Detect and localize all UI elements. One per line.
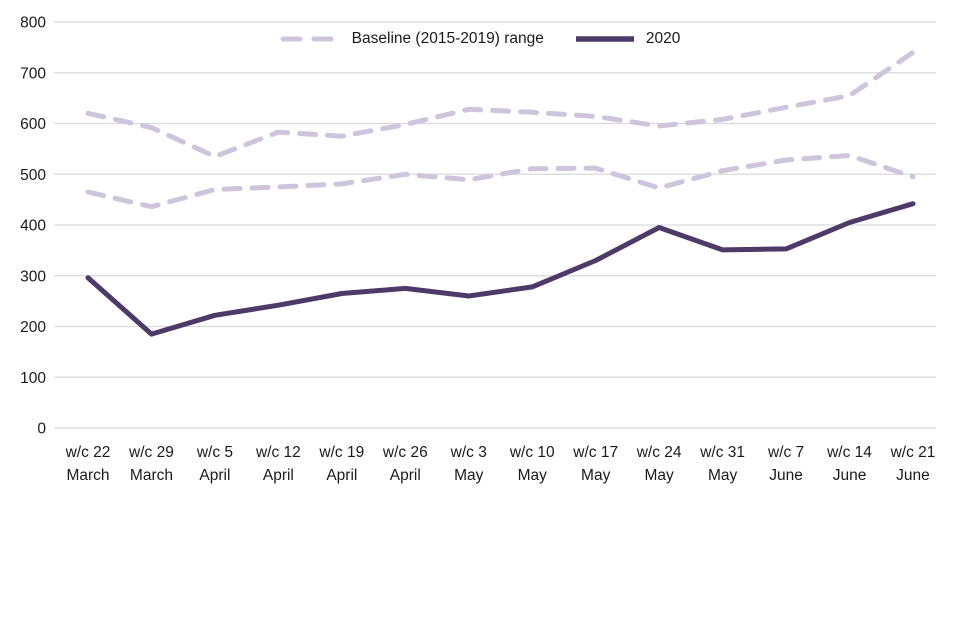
series-line-baseline-upper [85,49,916,159]
x-tick-label-11-line1: w/c 31 [699,444,745,461]
x-tick-label-8-line2: May [518,467,548,484]
x-tick-label-7-line1: w/c 3 [450,444,487,461]
x-tick-label-3-line1: w/c 5 [196,444,233,461]
x-tick-label-13-line1: w/c 14 [826,444,872,461]
x-tick-label-2-line1: w/c 29 [128,444,174,461]
x-tick-label-9-line1: w/c 17 [572,444,618,461]
x-tick-label-14-line2: June [896,467,930,484]
x-tick-label-12-line1: w/c 7 [767,444,804,461]
x-tick-label-12-line2: June [769,467,803,484]
x-tick-label-11-line2: May [708,467,738,484]
y-tick-label-600: 600 [20,116,46,133]
x-tick-label-3-line2: April [199,467,230,484]
series-line-series-2020 [85,201,916,337]
y-tick-label-500: 500 [20,167,46,184]
y-tick-label-700: 700 [20,65,46,82]
x-tick-label-4-line2: April [263,467,294,484]
y-tick-label-400: 400 [20,218,46,235]
y-tick-label-200: 200 [20,319,46,336]
series-line-baseline-lower [85,153,916,210]
x-tick-label-10-line2: May [644,467,674,484]
x-tick-label-13-line2: June [833,467,867,484]
y-tick-label-0: 0 [37,421,46,438]
x-tick-label-14-line1: w/c 21 [890,444,936,461]
x-tick-label-7-line2: May [454,467,484,484]
y-tick-label-100: 100 [20,370,46,387]
x-tick-label-4-line1: w/c 12 [255,444,301,461]
y-tick-label-800: 800 [20,15,46,32]
x-tick-label-6-line2: April [390,467,421,484]
x-tick-label-5-line2: April [326,467,357,484]
x-tick-label-6-line1: w/c 26 [382,444,428,461]
x-tick-label-5-line1: w/c 19 [318,444,364,461]
x-tick-label-10-line1: w/c 24 [636,444,682,461]
x-tick-label-8-line1: w/c 10 [509,444,555,461]
y-tick-label-300: 300 [20,268,46,285]
x-tick-label-1-line1: w/c 22 [65,444,111,461]
x-tick-label-1-line2: March [66,467,109,484]
x-tick-label-9-line2: May [581,467,611,484]
x-tick-label-2-line2: March [130,467,173,484]
